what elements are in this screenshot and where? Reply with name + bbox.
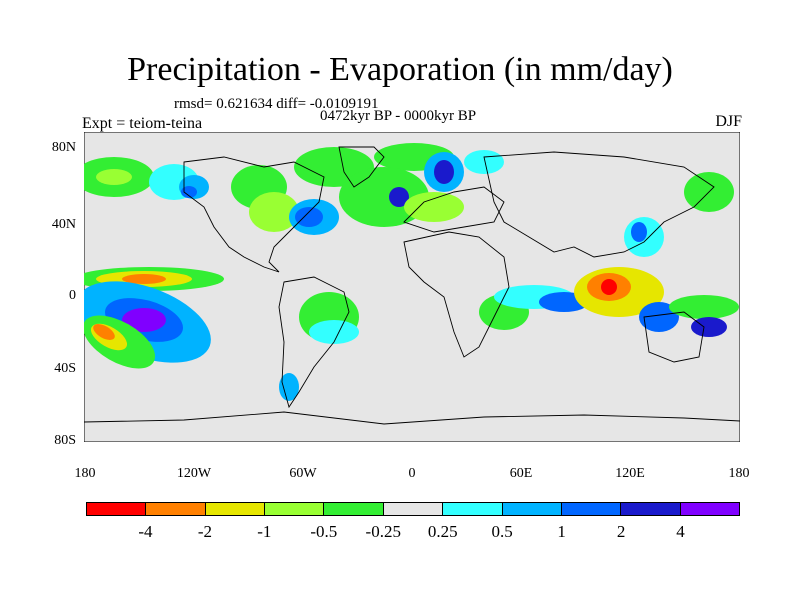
anomaly-region xyxy=(181,186,197,198)
x-tick-label: 60E xyxy=(509,466,533,481)
anomaly-region xyxy=(309,320,359,344)
colorbar-label: 4 xyxy=(676,522,685,541)
y-tick-label: 0 xyxy=(69,288,76,303)
colorbar-cell xyxy=(621,503,681,515)
x-tick-label: 120W xyxy=(176,466,212,481)
colorbar-cell xyxy=(502,503,562,515)
anomaly-region xyxy=(639,302,679,332)
colorbar-cell xyxy=(443,503,503,515)
y-tick-label: 80N xyxy=(51,140,76,155)
colorbar-cell xyxy=(205,503,266,515)
coastline-australia xyxy=(643,311,705,363)
colorbar-cell xyxy=(87,503,147,515)
colorbar-cell xyxy=(324,503,384,515)
coastline-north-america xyxy=(183,156,325,273)
colorbar-label: -1 xyxy=(257,522,272,541)
anomaly-region xyxy=(295,207,323,227)
map-panel xyxy=(84,132,740,442)
anomaly-region xyxy=(669,295,739,319)
x-tick-label: 180 xyxy=(728,466,750,481)
colorbar-cell xyxy=(561,503,622,515)
anomaly-region xyxy=(691,317,727,337)
coastlines xyxy=(84,146,740,425)
x-tick-label: 120E xyxy=(615,466,645,481)
colorbar-label: -0.25 xyxy=(365,522,401,541)
anomaly-region xyxy=(279,373,299,401)
colorbar-label: -4 xyxy=(138,522,153,541)
coastline-asia xyxy=(483,151,715,258)
anomaly-region xyxy=(434,160,454,184)
colorbar-cell xyxy=(265,503,325,515)
colorbar-label: 1 xyxy=(557,522,566,541)
time-period: 0472kyr BP - 0000kyr BP xyxy=(320,108,477,124)
anomaly-region xyxy=(404,192,464,222)
coastline-antarctica xyxy=(84,411,740,425)
coastline-greenland xyxy=(338,146,385,188)
colorbar-label: -2 xyxy=(197,522,212,541)
anomaly-region xyxy=(96,169,132,185)
season-label: DJF xyxy=(715,113,742,130)
anomaly-region xyxy=(631,222,647,242)
colorbar-label: 0.25 xyxy=(427,522,458,541)
y-tick-label: 40S xyxy=(54,361,76,376)
colorbar-label: 0.5 xyxy=(491,522,513,541)
x-tick-label: 0 xyxy=(408,466,416,481)
x-tick-label: 180 xyxy=(74,466,96,481)
colorbar xyxy=(86,502,740,516)
colorbar-label: 2 xyxy=(616,522,626,541)
anomaly-region xyxy=(464,150,504,174)
coastline-africa xyxy=(403,231,510,358)
colorbar-label: -0.5 xyxy=(310,522,338,541)
anomaly-region xyxy=(122,274,166,284)
pme-anomaly-fields xyxy=(84,143,739,401)
colorbar-cell xyxy=(680,503,739,515)
anomaly-region xyxy=(601,279,617,295)
anomaly-region xyxy=(122,308,166,332)
rmsd-diff-stats: rmsd= 0.621634 diff= -0.0109191 xyxy=(174,96,379,112)
anomaly-region xyxy=(93,324,115,340)
y-tick-label: 40N xyxy=(51,217,76,232)
experiment-label: Expt = teiom-teina xyxy=(82,115,203,132)
map-title: Precipitation - Evaporation (in mm/day) xyxy=(127,51,673,88)
coastline-europe xyxy=(403,186,505,233)
colorbar-cell xyxy=(383,503,444,515)
coastline-south-america xyxy=(278,276,350,409)
colorbar-cell xyxy=(146,503,206,515)
x-tick-label: 60W xyxy=(289,466,317,481)
y-tick-label: 80S xyxy=(54,433,76,448)
anomaly-region xyxy=(389,187,409,207)
anomaly-region xyxy=(249,192,299,232)
